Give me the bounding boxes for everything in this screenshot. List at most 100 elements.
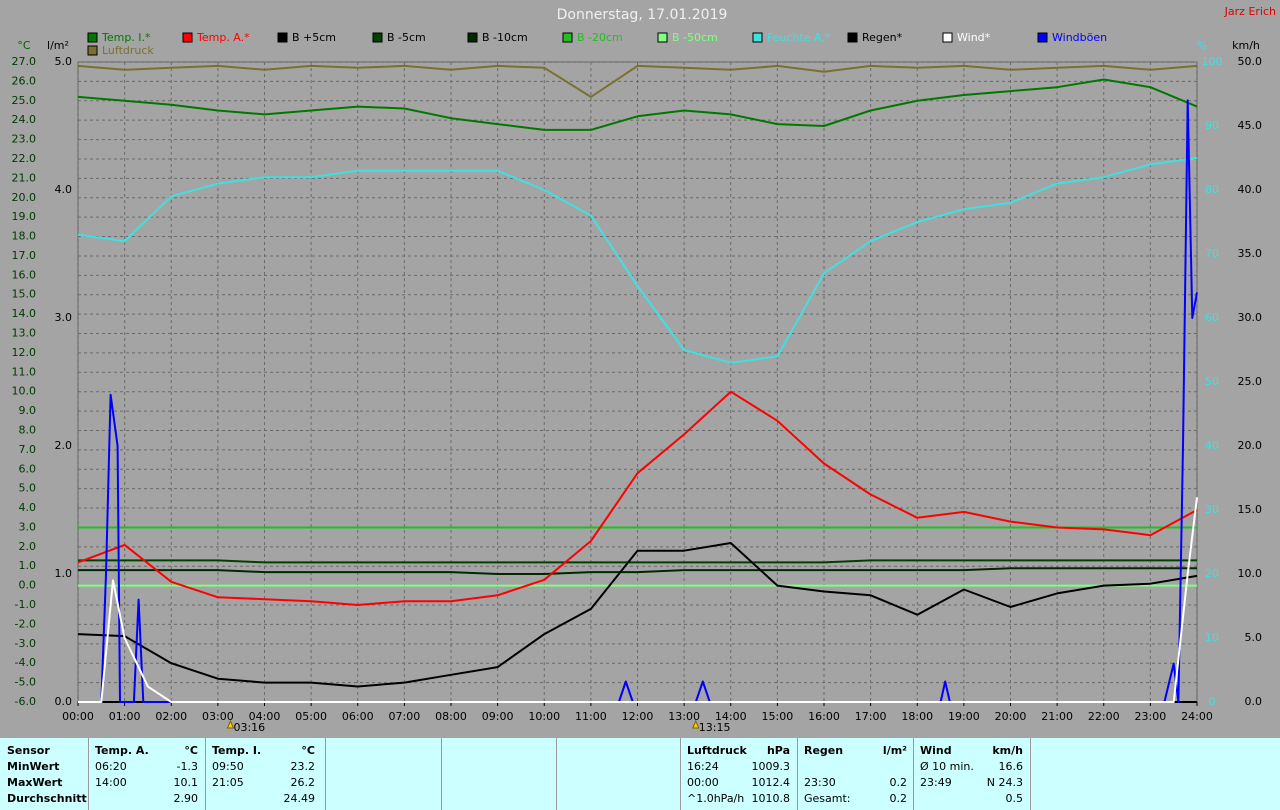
x-tick-label: 11:00: [575, 710, 607, 723]
x-tick-label: 14:00: [715, 710, 747, 723]
y2-tick-label: 10: [1205, 631, 1219, 644]
stat-value: N 24.3: [986, 776, 1023, 789]
series-line: [78, 497, 1198, 703]
legend-swatch: [562, 32, 573, 43]
x-tick-label: 07:00: [389, 710, 421, 723]
legend-swatch: [752, 32, 763, 43]
series-line: [78, 559, 1197, 564]
stat-time: 16:24: [687, 760, 719, 773]
series-line: [77, 157, 1198, 364]
y-tick-label: -1.0: [15, 598, 36, 611]
x-tick-label: 16:00: [808, 710, 840, 723]
y-tick-label: 5.0: [19, 482, 37, 495]
x-tick-label: 12:00: [622, 710, 654, 723]
annotation-label: 03:16: [233, 721, 265, 734]
series-line: [77, 64, 1198, 98]
series-line: [77, 78, 1198, 131]
table-divider: [680, 738, 681, 810]
y2-tick-label: 40: [1205, 439, 1219, 452]
legend-label: B -10cm: [482, 31, 528, 44]
stat-value: 1009.3: [751, 760, 791, 773]
legend-swatch: [847, 32, 858, 43]
block-unit: l/m²: [882, 744, 907, 757]
y-tick-label: 7.0: [19, 443, 37, 456]
y-tick-label: 24.0: [12, 113, 37, 126]
x-tick-label: 15:00: [762, 710, 794, 723]
legend-label: Luftdruck: [102, 44, 154, 57]
y-axis-label: °C: [17, 39, 31, 52]
legend-swatch: [942, 32, 953, 43]
x-tick-label: 04:00: [249, 710, 281, 723]
x-tick-label: 22:00: [1088, 710, 1120, 723]
series-line: [77, 542, 1198, 688]
legend-label: B -50cm: [672, 31, 718, 44]
stat-value: 16.6: [998, 760, 1024, 773]
y-tick-label: 22.0: [12, 152, 37, 165]
table-divider: [1030, 738, 1031, 810]
annotation-marker: [692, 719, 700, 729]
y-tick-label: 11.0: [12, 365, 37, 378]
x-tick-label: 01:00: [109, 710, 141, 723]
row-label: MinWert: [7, 760, 60, 773]
y-tick-label: 1.0: [19, 559, 37, 572]
legend-swatch: [87, 45, 98, 56]
stat-value: 0.5: [1005, 792, 1024, 805]
y4-axis-label: l/m²: [47, 39, 69, 52]
y3-tick-label: 40.0: [1238, 183, 1263, 196]
x-tick-label: 03:00: [202, 710, 234, 723]
y2-tick-label: 0: [1209, 695, 1216, 708]
y-tick-label: 19.0: [12, 210, 37, 223]
legend-label: B -5cm: [387, 31, 426, 44]
y-tick-label: 3.0: [19, 520, 37, 533]
stat-time: 23:49: [920, 776, 952, 789]
block-unit: °C: [301, 744, 315, 757]
y-tick-label: -2.0: [15, 617, 36, 630]
y-tick-label: 27.0: [12, 55, 37, 68]
x-tick-label: 02:00: [155, 710, 187, 723]
y3-tick-label: 20.0: [1238, 439, 1263, 452]
y-tick-label: -5.0: [15, 676, 36, 689]
table-divider: [913, 738, 914, 810]
legend-label: Temp. I.*: [101, 31, 151, 44]
y-tick-label: 25.0: [12, 94, 37, 107]
table-divider: [88, 738, 89, 810]
y-tick-label: 15.0: [12, 288, 37, 301]
y-tick-label: 17.0: [12, 249, 37, 262]
block-unit: hPa: [766, 744, 790, 757]
block-title: Wind: [920, 744, 952, 757]
y2-tick-label: 100: [1202, 55, 1223, 68]
x-tick-label: 24:00: [1181, 710, 1213, 723]
y-tick-label: 23.0: [12, 133, 37, 146]
table-divider: [325, 738, 326, 810]
author: Jarz Erich: [1224, 5, 1276, 18]
y-tick-label: -6.0: [15, 695, 36, 708]
annotation-marker: [226, 719, 235, 729]
y-tick-label: 6.0: [19, 462, 37, 475]
y2-tick-label: 70: [1205, 247, 1219, 260]
y-tick-label: 10.0: [12, 385, 37, 398]
x-tick-label: 10:00: [528, 710, 560, 723]
row-label: MaxWert: [7, 776, 63, 789]
legend-swatch: [467, 32, 478, 43]
annotation-label: 13:15: [699, 721, 731, 734]
x-tick-label: 23:00: [1135, 710, 1167, 723]
y3-tick-label: 5.0: [1245, 631, 1263, 644]
y3-tick-label: 50.0: [1238, 55, 1263, 68]
y2-tick-label: 80: [1205, 183, 1219, 196]
y-tick-label: 20.0: [12, 191, 37, 204]
y2-tick-label: 60: [1205, 311, 1219, 324]
y-tick-label: 0.0: [19, 579, 37, 592]
x-tick-label: 09:00: [482, 710, 514, 723]
stat-value: 26.2: [290, 776, 316, 789]
stat-value: 2.90: [173, 792, 199, 805]
legend-swatch: [372, 32, 383, 43]
y3-tick-label: 15.0: [1238, 503, 1263, 516]
stat-time: 14:00: [95, 776, 127, 789]
y-tick-label: 14.0: [12, 307, 37, 320]
x-tick-label: 20:00: [995, 710, 1027, 723]
block-title: Regen: [804, 744, 844, 757]
y3-tick-label: 25.0: [1238, 375, 1263, 388]
row-label: Sensor: [7, 744, 50, 757]
stat-value: 0.2: [889, 776, 908, 789]
